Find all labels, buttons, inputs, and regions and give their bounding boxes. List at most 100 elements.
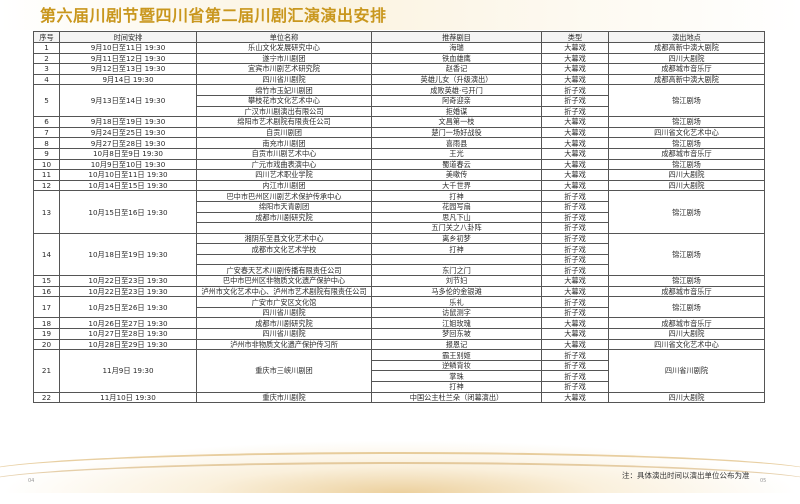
table-cell: 1 xyxy=(33,42,60,54)
table-cell: 大幕戏 xyxy=(541,73,609,86)
table-row: 20 10月28日至29日 19:30 泸州市非物质文化遗产保护传习所 报恩记 大幕戏四… xyxy=(33,338,765,351)
table-cell: 8 xyxy=(33,137,60,149)
table-cell: 12 xyxy=(33,179,60,192)
table-cell: 20 xyxy=(33,338,60,351)
table-cell: 9月27日至28日 19:30 xyxy=(59,137,197,149)
table-cell: 折子戏 xyxy=(541,370,609,382)
table-row: 21 11月9日 19:30 重庆市三峡川剧团 霸王别姬 折子戏 四川省川剧院 xyxy=(33,349,765,393)
table-row: 22 11月10日 19:30 重庆市川剧院 中国公主杜兰朵（闭幕演出） 大幕戏 四川大剧… xyxy=(33,391,765,404)
table-row: 12 10月14日至15日 19:30 内江市川剧团 大千世界 大幕戏 四川大剧院 xyxy=(33,179,765,192)
table-cell: 霸王别姬 xyxy=(371,349,542,361)
table-cell: 成都城市音乐厅 xyxy=(608,63,765,75)
table-cell: 广安市广安区文化馆 xyxy=(196,296,372,308)
table-row: 11 10月10日至11日 19:30 四川艺术职业学院 美嗽传 大幕戏 四川大剧院 xyxy=(33,169,765,181)
table-cell: 大幕戏 xyxy=(541,179,609,192)
table-cell: 广元市戏曲表演中心 xyxy=(196,158,372,171)
table-cell: 逆鳞背妆 xyxy=(371,359,542,372)
table-cell: 10月8日至9日 19:30 xyxy=(59,147,197,160)
table-cell: 折子戏 xyxy=(541,211,609,224)
table-cell: 折子戏 xyxy=(541,253,609,266)
table-cell: 花园写扇 xyxy=(371,200,542,213)
table-cell: 内江市川剧团 xyxy=(196,179,372,192)
table-cell: 17 xyxy=(33,296,60,319)
table-cell xyxy=(371,253,542,266)
table-cell: 大幕戏 xyxy=(541,63,609,75)
table-cell: 7 xyxy=(33,126,60,139)
table-cell: 大幕戏 xyxy=(541,42,609,54)
table-row: 7 9月24日至25日 19:30 自贡川剧团 楚门一场好战役 大幕戏 四川省文化艺术中心 xyxy=(33,126,765,139)
table-cell: 蜀道春云 xyxy=(371,158,542,171)
table-cell: 铁血雄鹰 xyxy=(371,52,542,65)
table-cell: 马多伦的金银滩 xyxy=(371,285,542,298)
table-cell: 刘节妇 xyxy=(371,275,542,287)
table-cell: 折子戏 xyxy=(541,105,609,118)
table-row: 8 9月27日至28日 19:30 南充市川剧团 喜雨县 大幕戏 锦江剧场 xyxy=(33,137,765,149)
table-cell: 锦江剧场 xyxy=(608,190,765,234)
table-cell: 打神 xyxy=(371,190,542,202)
table-cell: 中国公主杜兰朵（闭幕演出） xyxy=(371,391,542,404)
table-cell: 访鼠测字 xyxy=(371,306,542,319)
table-cell: 四川省川剧院 xyxy=(196,306,372,319)
table-cell: 9月11日至12日 19:30 xyxy=(59,52,197,65)
table-cell: 文昌第一枝 xyxy=(371,116,542,128)
table-cell: 大幕戏 xyxy=(541,126,609,139)
table-cell: 大千世界 xyxy=(371,179,542,192)
table-cell: 大幕戏 xyxy=(541,147,609,160)
table-cell: 遂宁市川剧团 xyxy=(196,52,372,65)
table-cell: 10月25日至26日 19:30 xyxy=(59,296,197,319)
table-cell: 4 xyxy=(33,73,60,86)
table-cell: 绵阳市天青剧团 xyxy=(196,200,372,213)
table-row: 广安春天艺术川剧传播有限责任公司 东门之门 折子戏 xyxy=(34,264,765,277)
table-row: 四川省川剧院 访鼠测字 折子戏 xyxy=(34,306,765,319)
page-number-left: 04 xyxy=(28,478,35,484)
table-cell: 泸州市文化艺术中心、泸州市艺术剧院有限责任公司 xyxy=(196,285,372,298)
table-cell: 6 xyxy=(33,116,60,128)
table-cell: 宜宾市川剧艺术研究院 xyxy=(196,63,372,75)
table-cell: 掌珠 xyxy=(371,370,542,382)
table-cell: 打神 xyxy=(371,381,542,393)
page-number-right: 05 xyxy=(760,478,767,484)
table-cell: 成都市文化艺术学校 xyxy=(196,243,372,255)
table-row: 17 10月25日至26日 19:30 广安市广安区文化馆 乐礼 折子戏 锦江剧场 xyxy=(33,296,765,319)
table-cell: 11 xyxy=(33,169,60,181)
table-cell: 锦江剧场 xyxy=(608,137,765,149)
table-cell: 5 xyxy=(33,84,60,118)
table-cell: 10 xyxy=(33,158,60,171)
table-cell: 成都城市音乐厅 xyxy=(608,317,765,330)
decorative-wave xyxy=(0,452,800,494)
table-cell: 乐山文化发展研究中心 xyxy=(196,42,372,54)
page: 第六届川剧节暨四川省第二届川剧汇演演出安排 序号 时间安排 单位名称 推荐剧目 … xyxy=(0,0,800,493)
table-cell: 9月10日至11日 19:30 xyxy=(59,42,197,54)
table-cell: 9月18日至19日 19:30 xyxy=(59,116,197,128)
table-cell: 16 xyxy=(33,285,60,298)
table-cell: 四川省川剧院 xyxy=(196,73,372,86)
table-cell: 折子戏 xyxy=(541,243,609,255)
table-row: 逆鳞背妆 折子戏 xyxy=(34,359,765,372)
table-cell: 9 xyxy=(33,147,60,160)
table-cell: 赵香记 xyxy=(371,63,542,75)
table-cell: 大幕戏 xyxy=(541,338,609,351)
table-cell: 锦江剧场 xyxy=(608,296,765,319)
table-cell: 19 xyxy=(33,328,60,340)
table-cell: 离乡初梦 xyxy=(371,232,542,245)
table-cell: 王光 xyxy=(371,147,542,160)
table-cell: 10月22日至23日 19:30 xyxy=(59,275,197,287)
table-row: 18 10月26日至27日 19:30 成都市川剧研究院 江姐玫瑰 大幕戏 成都城市音乐厅 xyxy=(33,317,765,330)
table-cell: 折子戏 xyxy=(541,306,609,319)
table-cell: 锦江剧场 xyxy=(608,232,765,277)
table-body: 1 9月10日至11日 19:30 乐山文化发展研究中心 海瑞 大幕戏 成都高新中演大剧院… xyxy=(33,42,765,404)
table-cell: 大幕戏 xyxy=(541,52,609,65)
table-cell: 11月9日 19:30 xyxy=(59,349,197,393)
table-cell: 锦江剧场 xyxy=(608,158,765,171)
table-cell: 大幕戏 xyxy=(541,137,609,149)
table-cell: 思凡下山 xyxy=(371,211,542,224)
table-row: 16 10月22日至23日 19:30 泸州市文化艺术中心、泸州市艺术剧院有限责任公… xyxy=(33,285,765,298)
table-cell: 10月22日至23日 19:30 xyxy=(59,285,197,298)
table-cell: 折子戏 xyxy=(541,264,609,277)
table-cell: 大幕戏 xyxy=(541,328,609,340)
table-cell: 折子戏 xyxy=(541,84,609,96)
table-cell: 9月24日至25日 19:30 xyxy=(59,126,197,139)
header-time: 时间安排 xyxy=(59,31,197,43)
table-cell: 自贡市川剧艺术中心 xyxy=(196,147,372,160)
table-cell: 折子戏 xyxy=(541,349,609,361)
